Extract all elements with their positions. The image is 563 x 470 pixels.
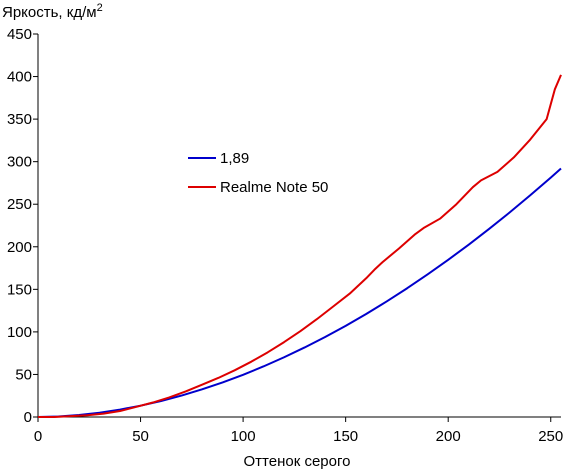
axes (37, 34, 561, 418)
legend-label-series-2: Realme Note 50 (220, 179, 328, 196)
y-tick-label: 450 (7, 26, 32, 43)
y-tick-label: 50 (15, 366, 32, 383)
y-ticks: 0 50 100 150 200 250 300 350 400 450 (7, 26, 38, 426)
y-axis-title: Яркость, кд/м2 (2, 2, 103, 21)
series-line-2 (38, 74, 562, 418)
x-tick-label: 150 (333, 428, 358, 445)
x-tick-label: 100 (231, 428, 256, 445)
legend-label-series-1: 1,89 (220, 150, 249, 167)
y-tick-label: 200 (7, 239, 32, 256)
y-tick-label: 350 (7, 111, 32, 128)
y-tick-label: 0 (24, 409, 32, 426)
series-line-1 (37, 167, 562, 418)
x-tick-label: 250 (538, 428, 563, 445)
x-tick-label: 0 (34, 428, 42, 445)
y-tick-label: 250 (7, 196, 32, 213)
x-ticks: 0 50 100 150 200 250 (34, 417, 563, 445)
y-tick-label: 300 (7, 154, 32, 171)
series-lines (37, 74, 562, 418)
x-tick-label: 200 (436, 428, 461, 445)
legend: 1,89 Realme Note 50 (188, 150, 328, 196)
y-tick-label: 100 (7, 324, 32, 341)
x-axis-title: Оттенок серого (244, 453, 351, 470)
y-tick-label: 400 (7, 69, 32, 86)
x-tick-label: 50 (132, 428, 149, 445)
y-axis-title-superscript: 2 (97, 2, 103, 14)
y-tick-label: 150 (7, 281, 32, 298)
